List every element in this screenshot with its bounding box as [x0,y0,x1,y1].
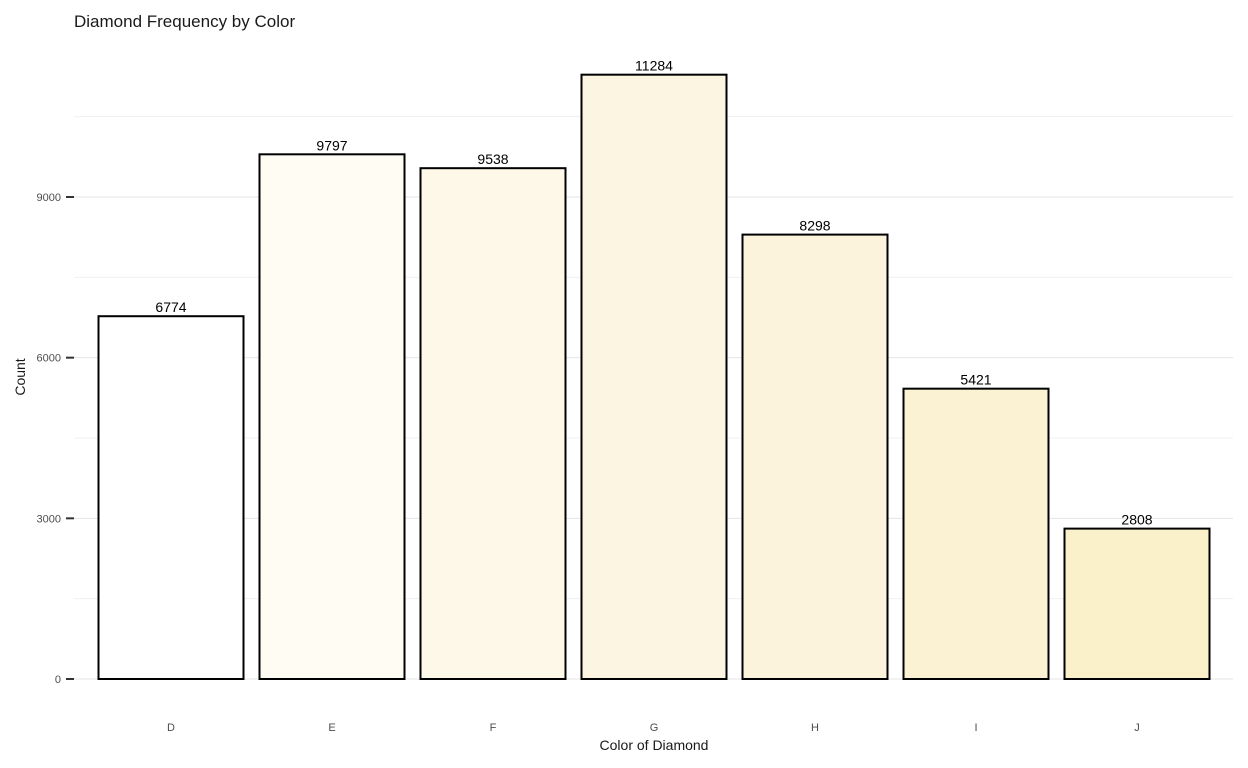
data-label: 8298 [799,218,830,234]
data-label: 9538 [477,151,508,167]
bar-e [258,153,406,680]
bar-i [902,387,1050,680]
data-label: 9797 [316,137,347,153]
y-axis: 0 3000 6000 9000 [37,192,74,686]
x-axis-title: Color of Diamond [600,737,709,753]
y-tick-label: 9000 [37,192,61,204]
bar-f [419,167,567,681]
data-label: 6774 [155,299,186,315]
data-labels: 6774 9797 9538 11284 8298 5421 2808 [155,58,1152,528]
x-tick-label: D [167,722,175,734]
bars [97,73,1211,681]
x-tick-label: E [328,722,335,734]
bar-d [97,315,245,680]
y-tick-label: 3000 [37,513,61,525]
bar-j [1063,527,1211,681]
x-tick-label: J [1134,722,1140,734]
data-label: 5421 [960,372,991,388]
x-axis: D E F G H I J [167,722,1140,734]
y-tick-label: 0 [55,674,61,686]
data-label: 2808 [1121,512,1152,528]
chart-title: Diamond Frequency by Color [74,12,295,31]
x-tick-label: G [650,722,659,734]
bar-g [580,73,728,680]
x-tick-label: F [490,722,497,734]
y-tick-label: 6000 [37,353,61,365]
x-tick-label: H [811,722,819,734]
bar-h [741,233,889,680]
x-tick-label: I [974,722,977,734]
y-axis-title: Count [12,358,28,395]
data-label: 11284 [635,58,673,74]
